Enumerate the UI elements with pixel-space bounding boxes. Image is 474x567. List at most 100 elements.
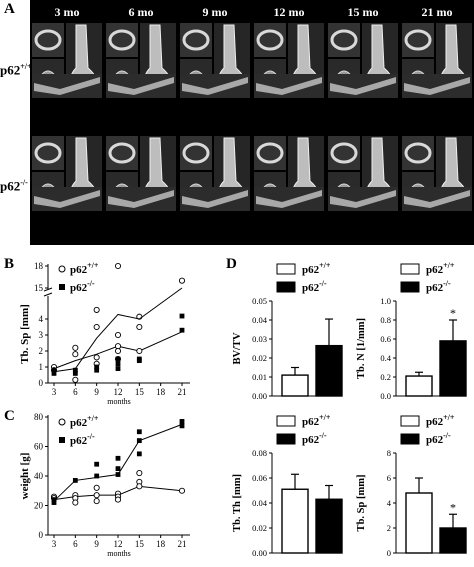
timepoint-header-15mo: 15 mo bbox=[347, 5, 379, 19]
y-axis-label: Tb. Th [mm] bbox=[232, 474, 243, 532]
y-tick-label: 0.0 bbox=[380, 391, 391, 401]
axis-break-1 bbox=[43, 287, 53, 292]
data-point-wt bbox=[178, 277, 186, 284]
legend-label-b-wt: p62+/+ bbox=[70, 261, 99, 276]
row-label-wt-base: p62 bbox=[0, 62, 21, 78]
legend-label-b-ko: p62-/- bbox=[70, 279, 95, 294]
ct-tile-0-2 bbox=[180, 23, 250, 98]
ct-trabecular-strip bbox=[34, 77, 100, 95]
legend-label-c-ko: p62-/- bbox=[70, 432, 95, 447]
significance-marker: * bbox=[450, 500, 456, 514]
x-tick-label: 21 bbox=[178, 387, 187, 397]
chart-d-tb-th: 0.00 0.02 0.04 0.06 0.08 Tb. Th [mm] p62+/+ p62… bbox=[232, 413, 343, 558]
ct-tile-1-4 bbox=[328, 136, 398, 211]
data-point-ko bbox=[136, 451, 142, 457]
data-point-wt bbox=[93, 306, 100, 313]
trend-line-1 bbox=[53, 287, 183, 373]
data-point-ko bbox=[115, 472, 121, 477]
x-tick-label: 9 bbox=[94, 539, 99, 549]
ct-cross-section bbox=[404, 142, 432, 164]
ct-tile-0-3 bbox=[254, 23, 324, 98]
legend-label-chart-d1-wt: p62+/+ bbox=[302, 261, 331, 276]
data-point-ko bbox=[94, 461, 100, 467]
legend-label-chart-d3-wt: p62+/+ bbox=[302, 413, 331, 428]
x-tick-label: 21 bbox=[178, 539, 187, 549]
panel-letter-b: B bbox=[4, 256, 15, 272]
ct-trabecular-strip bbox=[34, 190, 100, 208]
data-point-wt bbox=[93, 354, 100, 361]
ct-trabecular-strip bbox=[108, 190, 174, 208]
data-point-ko bbox=[115, 366, 121, 371]
y-tick-label: 4 bbox=[387, 498, 392, 508]
data-point-ko bbox=[179, 313, 185, 319]
data-point-wt bbox=[114, 262, 122, 270]
x-tick-label: 6 bbox=[73, 539, 78, 549]
legend-label-c-wt: p62+/+ bbox=[70, 414, 99, 429]
bar-1 bbox=[315, 344, 343, 397]
x-tick-label: 12 bbox=[114, 387, 123, 397]
data-point-ko bbox=[115, 361, 121, 367]
row-label-ko-base: p62 bbox=[0, 178, 21, 194]
data-point-ko bbox=[51, 500, 57, 505]
y-tick-label: 60 bbox=[34, 442, 44, 452]
timepoint-header-6mo: 6 mo bbox=[128, 5, 154, 19]
data-point-wt bbox=[93, 492, 100, 499]
data-point-ko bbox=[136, 429, 142, 435]
y-axis-label: Tb. N [1/mm] bbox=[356, 318, 367, 379]
y-tick-label: 0.02 bbox=[252, 353, 267, 363]
bar-0 bbox=[281, 488, 309, 554]
y-axis-label: BV/TV bbox=[232, 332, 243, 365]
y-tick-label: 15 bbox=[34, 283, 44, 293]
ct-cross-section bbox=[256, 142, 284, 164]
ct-trabecular-strip bbox=[330, 77, 396, 95]
x-tick-label: 15 bbox=[135, 539, 145, 549]
y-tick-label: 0 bbox=[39, 378, 44, 388]
x-tick-label: 3 bbox=[52, 539, 57, 549]
ct-cross-section bbox=[108, 29, 136, 51]
data-point-wt bbox=[72, 351, 79, 358]
ct-trabecular-strip bbox=[256, 77, 322, 95]
data-point-wt bbox=[114, 347, 122, 355]
panel-letter-a: A bbox=[4, 1, 15, 17]
y-axis-label: Tb. Sp [mm] bbox=[356, 475, 367, 532]
legend-marker-b-wt bbox=[58, 265, 66, 273]
ct-cross-section bbox=[256, 29, 284, 51]
data-point-wt bbox=[93, 498, 100, 505]
y-tick-label: 8 bbox=[387, 448, 391, 458]
trend-line-0 bbox=[53, 331, 183, 370]
ct-tile-1-3 bbox=[254, 136, 324, 211]
ct-trabecular-strip bbox=[404, 77, 470, 95]
ct-cross-section bbox=[108, 142, 136, 164]
chart-d-tb-sp: 0 2 4 6 8 Tb. Sp [mm] * p62+/+ p62-/- bbox=[356, 413, 467, 558]
data-point-wt bbox=[72, 499, 79, 506]
y-tick-label: 6 bbox=[387, 473, 391, 483]
ct-tile-0-4 bbox=[328, 23, 398, 98]
data-point-ko bbox=[115, 455, 121, 461]
ct-trabecular-strip bbox=[182, 190, 248, 208]
micro-ct-grid: 3 mo 6 mo 9 mo 12 mo 15 mo 21 mo bbox=[30, 0, 474, 245]
data-point-ko bbox=[51, 371, 57, 376]
ct-tile-0-1 bbox=[106, 23, 176, 98]
y-tick-label: 0 bbox=[387, 548, 391, 558]
legend-label-chart-d2-ko: p62-/- bbox=[426, 279, 451, 294]
legend-label-chart-d4-wt: p62+/+ bbox=[426, 413, 455, 428]
panel-letter-c: C bbox=[4, 408, 15, 424]
y-tick-label: 0.00 bbox=[252, 391, 267, 401]
data-point-ko bbox=[72, 367, 78, 373]
legend-marker-b-ko bbox=[59, 284, 65, 290]
y-tick-label: 3 bbox=[39, 330, 44, 340]
legend-box-chart-d3-wt bbox=[276, 415, 296, 427]
y-tick-label: 0.04 bbox=[252, 498, 268, 508]
y-tick-label: 0.01 bbox=[252, 372, 267, 382]
data-point-ko bbox=[179, 423, 185, 429]
legend-box-chart-d2-ko bbox=[400, 281, 420, 293]
data-point-ko bbox=[136, 438, 142, 443]
legend-box-chart-d4-wt bbox=[400, 415, 420, 427]
legend-box-chart-d1-wt bbox=[276, 263, 296, 275]
data-point-ko bbox=[115, 466, 121, 472]
x-tick-label: 15 bbox=[135, 387, 145, 397]
row-label-wt: p62+/+ bbox=[0, 62, 32, 78]
data-point-wt bbox=[93, 484, 100, 491]
data-point-ko bbox=[115, 356, 121, 362]
bar-0 bbox=[405, 375, 433, 397]
